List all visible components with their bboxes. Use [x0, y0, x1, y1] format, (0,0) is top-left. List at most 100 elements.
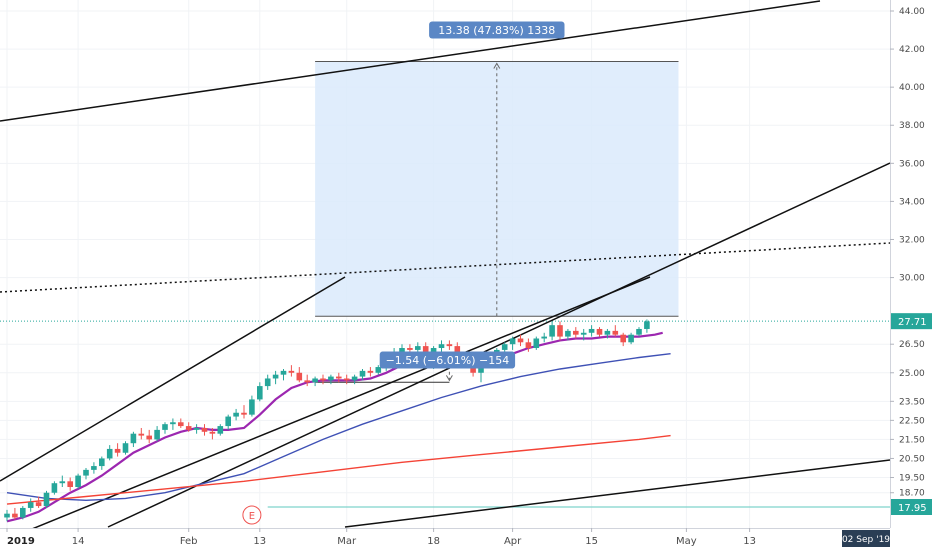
candle-body [20, 507, 26, 518]
measure-labels: 13.38 (47.83%) 1338 −1.54 (−6.01%) −154 E [242, 21, 565, 525]
candle-body [162, 424, 168, 430]
price-tick-label: 44.00 [899, 7, 925, 17]
price-badge-text: 27.71 [898, 317, 927, 328]
candle [517, 334, 524, 347]
candle-body [257, 386, 263, 400]
price-tick-label: 30.00 [899, 274, 925, 284]
time-tick-label: Mar [337, 536, 357, 547]
candle-body [233, 412, 239, 417]
candle [296, 367, 303, 383]
price-tick-label: 19.50 [899, 473, 925, 483]
time-tick-label: May [676, 536, 697, 547]
price-tick-label: 32.00 [899, 235, 925, 245]
candle-body [604, 330, 611, 335]
candle-body [422, 346, 429, 354]
candle [99, 456, 105, 470]
price-axis-bg [890, 0, 932, 528]
candle-body [35, 502, 42, 507]
candle-body [304, 380, 310, 383]
candle-body [359, 370, 366, 377]
candle [509, 336, 516, 350]
candle-body [154, 429, 160, 440]
candle [588, 325, 595, 337]
candle-body [533, 338, 540, 349]
candle-body [525, 342, 532, 349]
candle-body [201, 427, 208, 432]
candlestick-series [4, 319, 650, 522]
candle-body [328, 376, 334, 381]
candle [612, 325, 619, 337]
candle [162, 422, 168, 434]
candle-body [106, 448, 113, 459]
measure-up-label: 13.38 (47.83%) 1338 [429, 21, 565, 39]
price-tick-label: 25.00 [899, 369, 925, 379]
candle [51, 481, 58, 495]
measure-down-arrowhead [445, 375, 453, 382]
candle [280, 368, 287, 381]
candle [114, 443, 121, 457]
price-tick-label: 21.50 [899, 435, 925, 445]
candle-body [12, 513, 18, 518]
candle-body [628, 334, 634, 343]
candle-body [43, 492, 50, 507]
candle-body [280, 370, 287, 375]
candle [336, 372, 342, 383]
measure-tools [315, 60, 679, 383]
candle-body [312, 378, 318, 383]
candle-body [320, 378, 326, 381]
candle [596, 327, 603, 337]
price-axis[interactable]: 44.00 42.00 40.00 38.00 36.00 34.00 32.00 30.00… [890, 0, 932, 528]
price-tick-label: 34.00 [899, 197, 925, 207]
candle-body [122, 443, 129, 453]
moving-average-3 [6, 434, 671, 505]
time-axis[interactable]: 2019 14 Feb 13 Mar 18 Apr 15 May 13 02 Sep '19 [0, 528, 932, 550]
candle [43, 490, 50, 508]
candle-body [375, 367, 382, 373]
moving-average-2 [6, 353, 671, 502]
channel-lower-line [107, 162, 891, 528]
candle-body [91, 466, 97, 470]
time-tick-label: 18 [427, 536, 440, 547]
candle [367, 367, 374, 377]
price-tick-label: 23.50 [899, 397, 925, 407]
earnings-marker[interactable]: E [242, 505, 262, 525]
candle [170, 418, 176, 430]
upper-channel-line [0, 0, 821, 122]
earnings-marker-circle [242, 505, 262, 525]
time-tick-label: 14 [72, 536, 85, 547]
candle [288, 365, 295, 377]
price-badge-bg [891, 313, 932, 330]
candle-body [217, 426, 224, 434]
candle-body [241, 412, 247, 415]
candle [620, 332, 626, 347]
time-tick-label: 15 [585, 536, 598, 547]
candle [351, 374, 358, 385]
candle [217, 424, 224, 436]
candle [201, 424, 208, 436]
candle [4, 509, 10, 522]
measure-up-arrowhead [493, 62, 501, 69]
candle-body [264, 378, 271, 387]
candle [138, 427, 145, 440]
candle [91, 462, 97, 474]
candle-body [225, 416, 231, 427]
candle [185, 422, 192, 432]
candle [257, 382, 263, 402]
candle [525, 338, 532, 352]
candle-body [272, 374, 279, 379]
time-axis-bg [0, 528, 932, 550]
candle-body [336, 376, 342, 379]
candle [375, 365, 382, 375]
price-tick-label: 22.50 [899, 416, 925, 426]
candle [557, 321, 563, 341]
candle-body [193, 427, 200, 430]
candle-body [580, 332, 587, 335]
date-badge: 02 Sep '19 [842, 530, 890, 547]
candle-body [4, 513, 10, 518]
candle [604, 328, 611, 339]
candle [241, 405, 247, 419]
candle-body [67, 481, 73, 488]
candle-body [557, 325, 563, 337]
